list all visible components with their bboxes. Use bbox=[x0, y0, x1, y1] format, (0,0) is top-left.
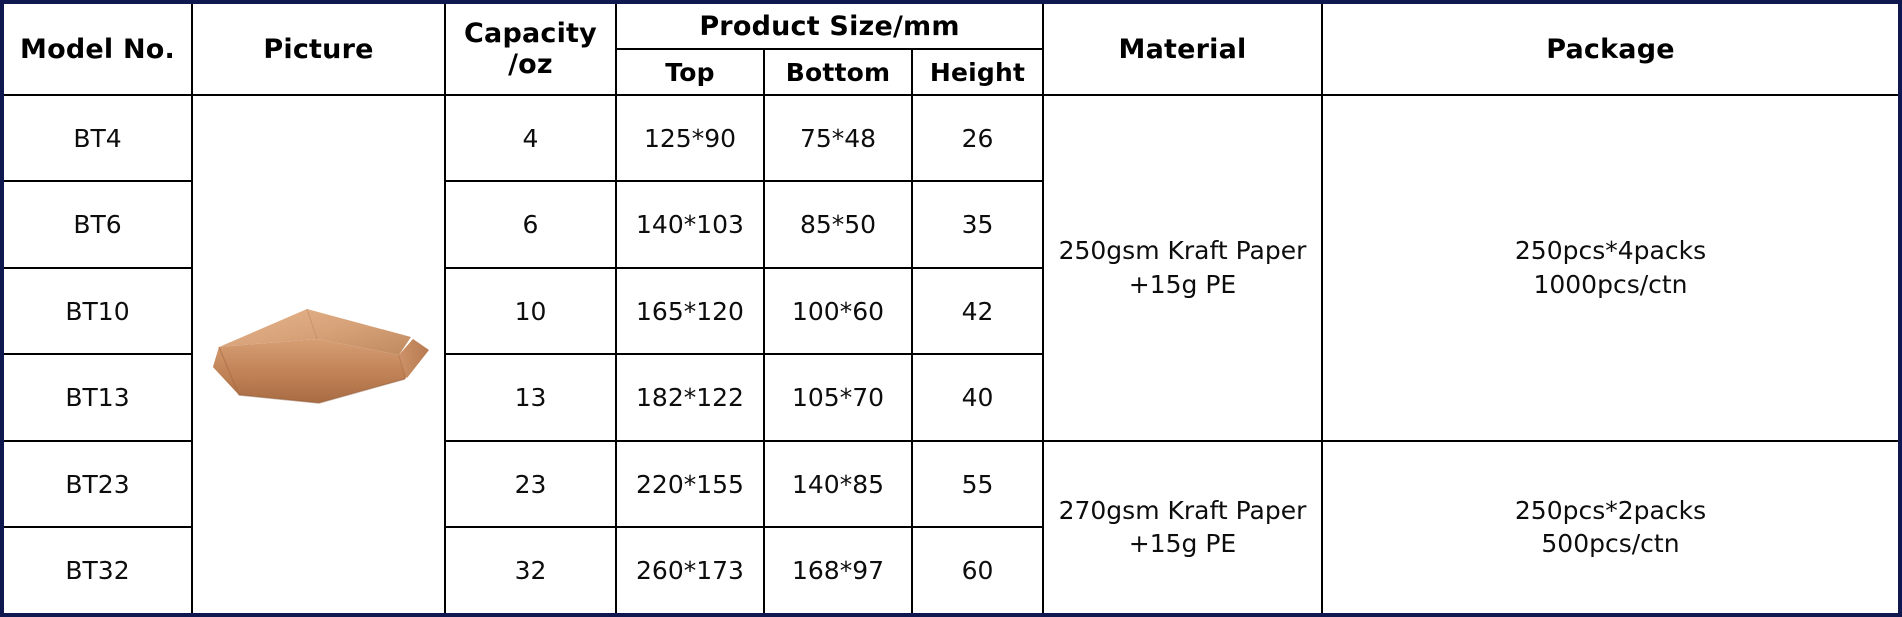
cell-model: BT32 bbox=[1, 526, 193, 616]
material-line-1: 250gsm Kraft Paper bbox=[1058, 236, 1307, 266]
column-header-capacity: Capacity /oz bbox=[444, 1, 617, 96]
cell-bottom: 75*48 bbox=[763, 93, 913, 183]
cell-bottom: 168*97 bbox=[763, 526, 913, 616]
cell-bottom: 100*60 bbox=[763, 266, 913, 356]
cell-capacity: 13 bbox=[444, 353, 617, 442]
cell-product-picture bbox=[191, 94, 446, 616]
cell-package-group-2: 250pcs*2packs 500pcs/ctn bbox=[1321, 439, 1901, 617]
cell-top: 182*122 bbox=[615, 353, 765, 442]
cell-bottom: 105*70 bbox=[763, 353, 913, 442]
cell-capacity: 23 bbox=[444, 439, 617, 529]
cell-top: 140*103 bbox=[615, 180, 765, 269]
cell-top: 125*90 bbox=[615, 93, 765, 183]
package-line-1: 250pcs*2packs bbox=[1514, 495, 1707, 525]
cell-capacity: 10 bbox=[444, 266, 617, 356]
table-body: BT4 bbox=[1, 93, 1901, 617]
cell-height: 55 bbox=[911, 439, 1044, 529]
cell-bottom: 140*85 bbox=[763, 439, 913, 529]
column-header-height: Height bbox=[911, 48, 1044, 96]
cell-model: BT23 bbox=[1, 439, 193, 529]
column-header-material: Material bbox=[1042, 1, 1323, 96]
table-row: BT32 32 260*173 168*97 60 bbox=[1, 526, 1900, 616]
tray-icon bbox=[212, 308, 429, 404]
package-line-1: 250pcs*4packs bbox=[1514, 236, 1707, 266]
column-header-bottom: Bottom bbox=[763, 48, 913, 96]
cell-material-group-2: 270gsm Kraft Paper +15g PE bbox=[1042, 439, 1323, 617]
cell-capacity: 6 bbox=[444, 180, 617, 269]
material-line-2: +15g PE bbox=[1128, 269, 1237, 299]
table-row: BT23 23 220*155 140*85 55 270gsm Kraft P… bbox=[1, 439, 1901, 617]
cell-package-group-1: 250pcs*4packs 1000pcs/ctn bbox=[1321, 94, 1901, 442]
capacity-label-line1: Capacity bbox=[464, 18, 597, 49]
cell-capacity: 4 bbox=[444, 93, 617, 183]
cell-model: BT10 bbox=[1, 266, 193, 356]
table-row: BT4 bbox=[1, 93, 1901, 616]
column-header-product-size: Product Size/mm bbox=[615, 1, 1044, 50]
cell-model: BT4 bbox=[1, 93, 193, 183]
cell-height: 26 bbox=[911, 93, 1044, 183]
cell-capacity: 32 bbox=[444, 526, 617, 616]
cell-height: 60 bbox=[911, 526, 1044, 616]
package-line-2: 500pcs/ctn bbox=[1541, 529, 1680, 559]
cell-height: 42 bbox=[911, 266, 1044, 356]
cell-model: BT13 bbox=[1, 353, 193, 442]
table-row: BT13 13 182*122 105*70 40 bbox=[1, 353, 1900, 442]
column-header-top: Top bbox=[615, 48, 765, 96]
cell-top: 165*120 bbox=[615, 266, 765, 356]
cell-top: 260*173 bbox=[615, 526, 765, 616]
header-row-2: Top Bottom Height bbox=[2, 48, 1900, 96]
table-header: Model No. Picture Capacity /oz Product S… bbox=[1, 1, 1901, 96]
cell-height: 35 bbox=[911, 180, 1044, 269]
material-line-2: +15g PE bbox=[1128, 529, 1237, 559]
material-line-1: 270gsm Kraft Paper bbox=[1058, 495, 1307, 525]
column-header-model-no: Model No. bbox=[1, 1, 193, 96]
capacity-label-line2: /oz bbox=[508, 49, 553, 80]
table-row: BT10 10 165*120 100*60 42 bbox=[1, 266, 1900, 356]
cell-height: 40 bbox=[911, 353, 1044, 442]
cell-material-group-1: 250gsm Kraft Paper +15g PE bbox=[1042, 94, 1323, 442]
header-row-1: Model No. Picture Capacity /oz Product S… bbox=[1, 1, 1901, 96]
package-line-2: 1000pcs/ctn bbox=[1533, 269, 1688, 299]
table-row: BT6 6 140*103 85*50 35 bbox=[1, 180, 1900, 269]
column-header-picture: Picture bbox=[191, 1, 446, 96]
kraft-food-tray-image bbox=[194, 97, 443, 613]
cell-top: 220*155 bbox=[615, 439, 765, 529]
column-header-package: Package bbox=[1321, 1, 1901, 96]
cell-bottom: 85*50 bbox=[763, 180, 913, 269]
cell-model: BT6 bbox=[1, 180, 193, 269]
